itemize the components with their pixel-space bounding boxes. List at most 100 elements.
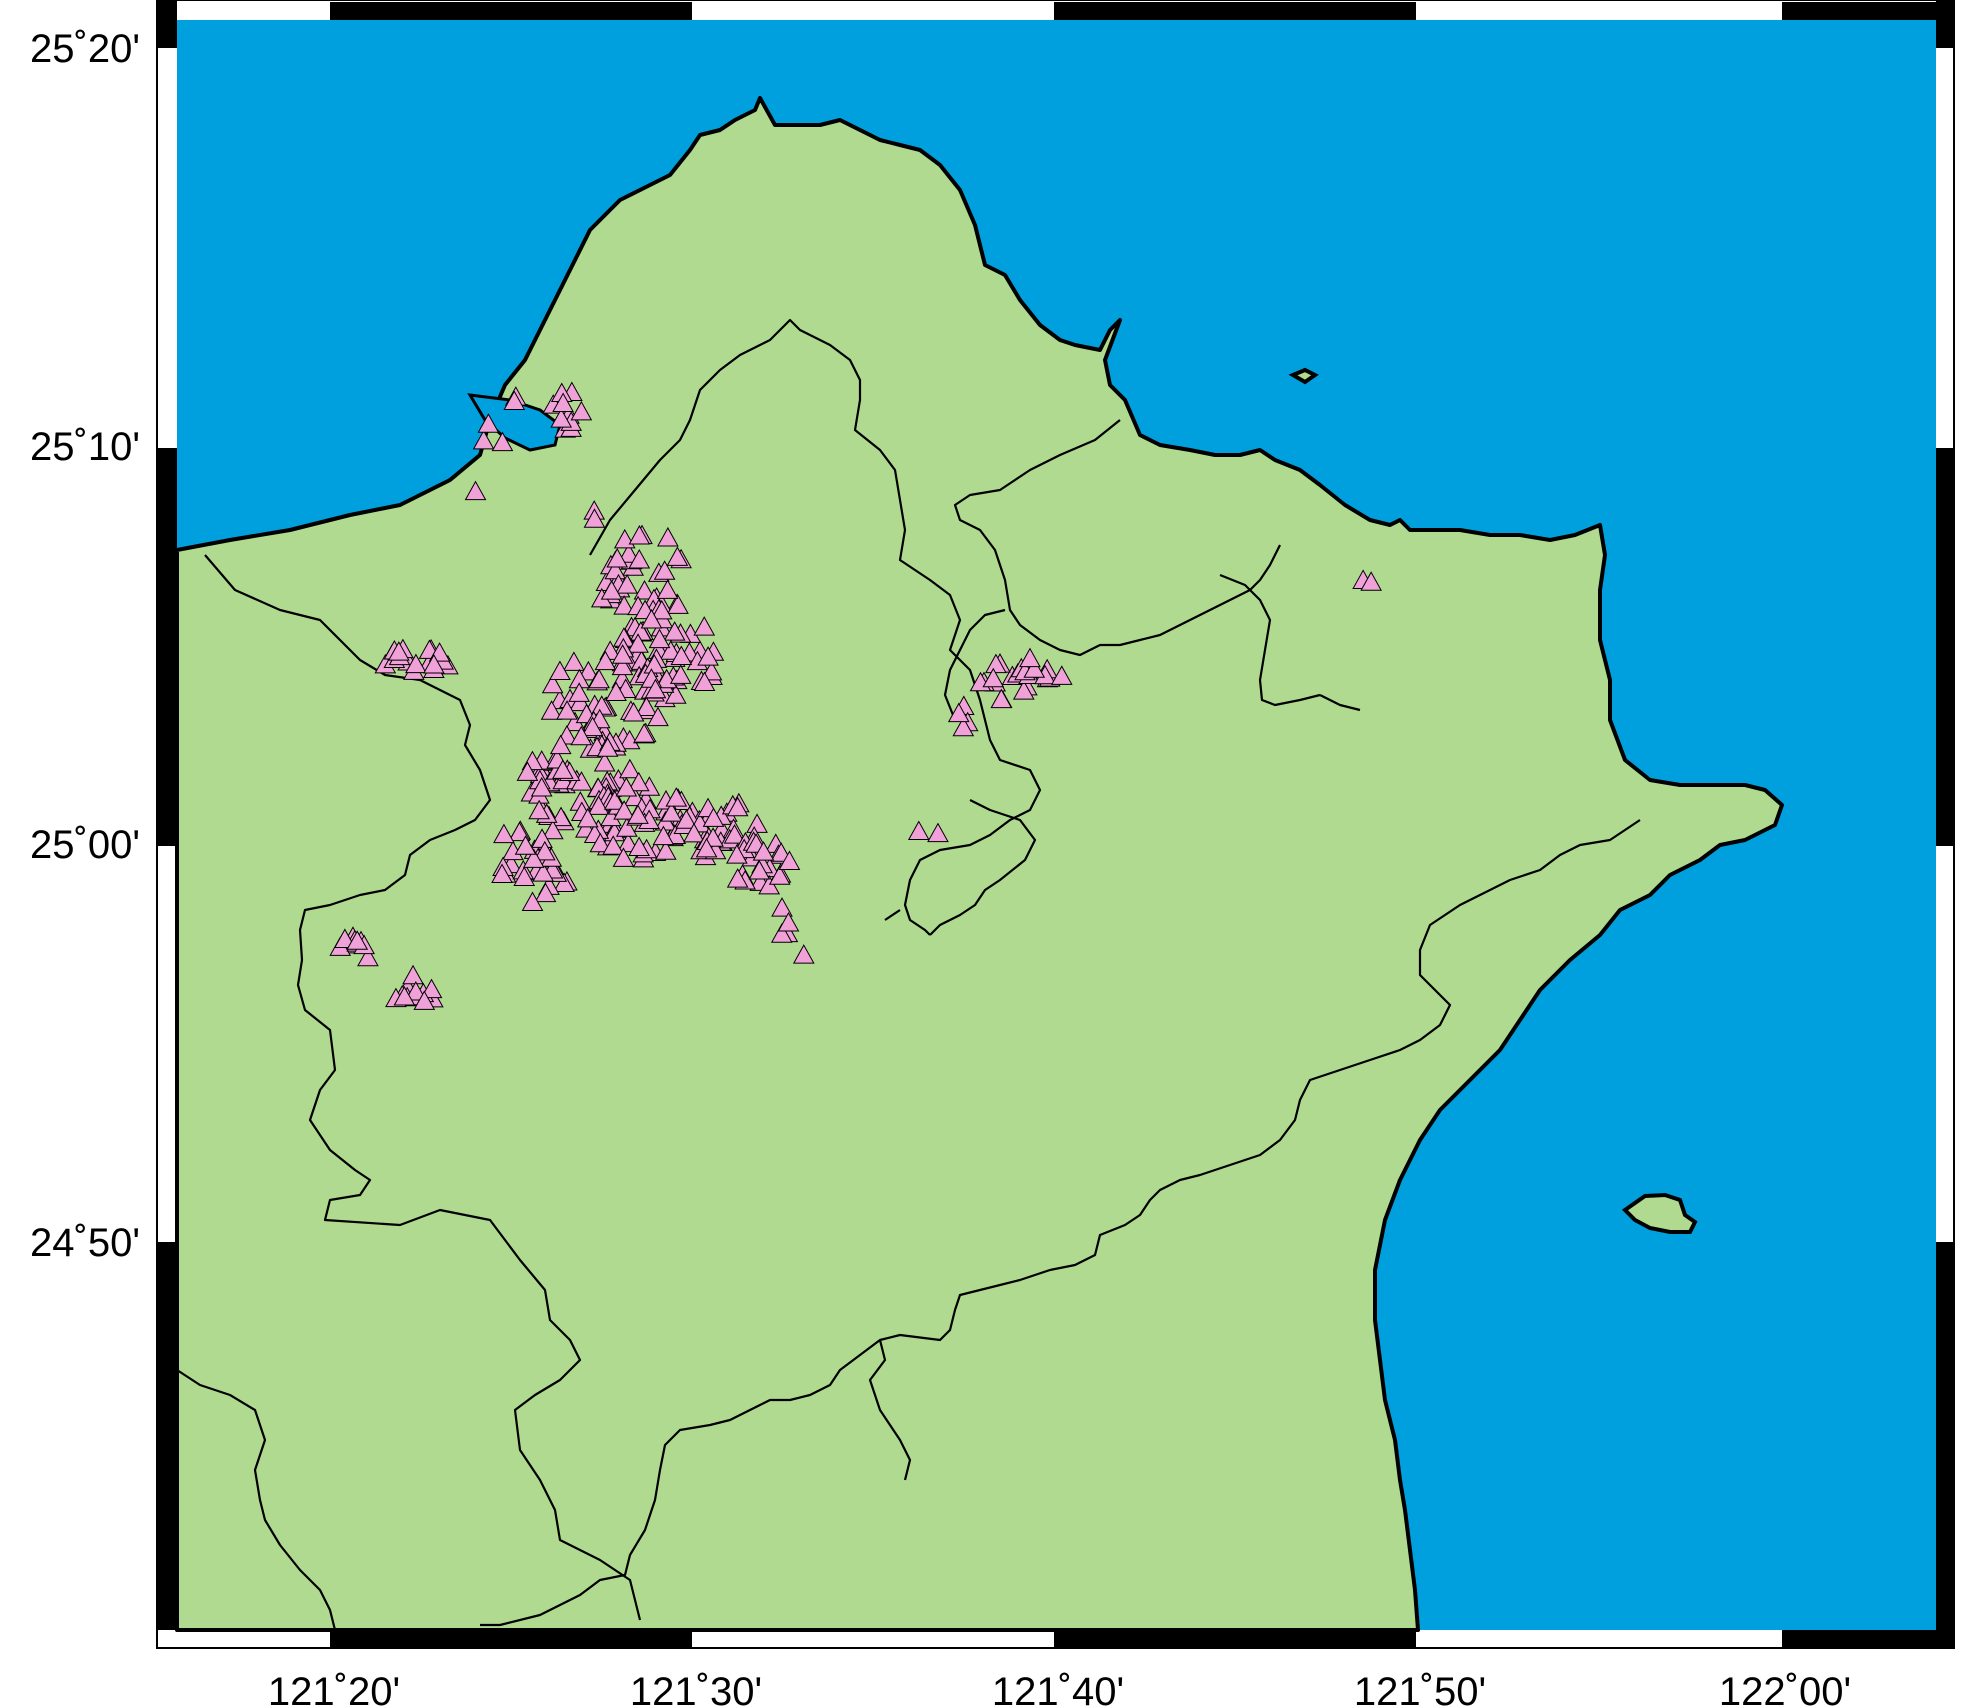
station-marker <box>491 863 513 883</box>
station-marker <box>1023 658 1046 678</box>
station-marker <box>613 800 635 820</box>
station-marker <box>583 508 606 528</box>
station-marker <box>726 868 749 888</box>
station-marker <box>393 985 416 1006</box>
station-marker <box>616 574 638 594</box>
station-marker <box>553 872 575 893</box>
station-marker <box>570 771 593 791</box>
station-marker <box>577 660 600 681</box>
station-marker <box>652 825 675 846</box>
y-tick-label: 25˚00' <box>30 823 140 867</box>
station-marker <box>528 799 551 820</box>
station-marker <box>508 821 531 842</box>
x-tick-label: 121˚30' <box>630 1670 762 1708</box>
station-marker <box>603 790 626 810</box>
station-marker <box>587 795 610 815</box>
x-tick-label: 122˚00' <box>1719 1670 1851 1708</box>
station-marker <box>648 628 671 649</box>
station-marker <box>748 859 771 880</box>
y-tick-label: 25˚20' <box>30 27 140 71</box>
station-marker <box>990 688 1013 709</box>
station-marker <box>1360 571 1382 591</box>
station-marker <box>612 847 635 867</box>
station-marker <box>792 944 815 964</box>
station-marker <box>549 660 571 681</box>
station-marker <box>472 429 495 450</box>
station-marker <box>405 653 427 674</box>
station-marker <box>550 408 573 428</box>
island-east <box>1621 1192 1698 1234</box>
station-marker <box>549 734 572 755</box>
station-marker <box>503 390 526 410</box>
station-marker <box>633 579 656 600</box>
station-marker <box>589 832 612 853</box>
station-marker <box>521 891 544 912</box>
station-marker <box>675 809 698 829</box>
y-tick-label: 24˚50' <box>30 1221 140 1265</box>
station-marker <box>594 650 617 671</box>
station-marker <box>695 837 718 858</box>
station-marker <box>596 737 619 757</box>
station-markers <box>329 381 1382 1010</box>
station-marker <box>683 822 705 843</box>
station-marker <box>693 671 716 692</box>
station-marker <box>606 547 629 568</box>
station-marker <box>346 930 369 950</box>
station-marker <box>387 641 410 661</box>
station-marker <box>534 882 557 903</box>
station-marker <box>660 802 683 822</box>
station-marker <box>768 865 791 885</box>
station-marker <box>556 700 578 720</box>
station-marker <box>570 725 593 746</box>
station-marker <box>771 897 793 917</box>
station-marker <box>644 678 667 699</box>
station-marker <box>726 844 748 864</box>
station-marker <box>628 549 651 569</box>
station-marker <box>404 980 427 1001</box>
station-marker <box>635 696 658 717</box>
station-marker <box>628 836 650 857</box>
station-marker <box>588 668 610 689</box>
station-marker <box>693 616 716 636</box>
x-tick-label: 121˚50' <box>1354 1670 1486 1708</box>
station-marker <box>650 599 673 620</box>
station-marker <box>605 681 627 701</box>
station-marker <box>541 673 564 694</box>
station-marker <box>770 923 793 943</box>
station-marker <box>653 560 676 580</box>
station-marker <box>615 817 638 837</box>
station-marker <box>619 758 641 779</box>
y-axis-labels: 25˚20' 25˚10' 25˚00' 24˚50' <box>30 27 140 1265</box>
station-marker <box>666 546 689 566</box>
x-axis-labels: 121˚20' 121˚30' 121˚40' 121˚50' 122˚00' <box>268 1670 1851 1708</box>
station-marker <box>611 655 634 676</box>
islet-north <box>1288 367 1319 385</box>
station-marker <box>927 822 949 843</box>
station-marker <box>563 651 585 671</box>
station-marker <box>665 787 688 807</box>
station-marker <box>615 776 638 797</box>
station-marker <box>664 684 687 704</box>
station-marker <box>907 820 930 841</box>
station-marker <box>982 667 1005 688</box>
station-marker <box>952 716 975 737</box>
station-marker <box>627 804 649 824</box>
station-marker <box>552 392 574 413</box>
station-marker <box>669 664 692 684</box>
station-marker <box>420 978 443 999</box>
station-marker <box>670 645 693 666</box>
station-marker <box>516 761 539 781</box>
x-tick-label: 121˚20' <box>268 1670 400 1708</box>
station-marker <box>532 862 555 882</box>
land-area <box>175 96 1784 1632</box>
station-marker <box>581 716 604 737</box>
station-marker <box>1012 680 1035 700</box>
station-marker <box>778 850 801 870</box>
station-marker <box>726 796 749 817</box>
station-marker <box>659 640 682 660</box>
station-marker <box>491 431 514 452</box>
station-marker <box>357 946 379 967</box>
x-tick-label: 121˚40' <box>992 1670 1124 1708</box>
station-marker <box>640 608 663 629</box>
